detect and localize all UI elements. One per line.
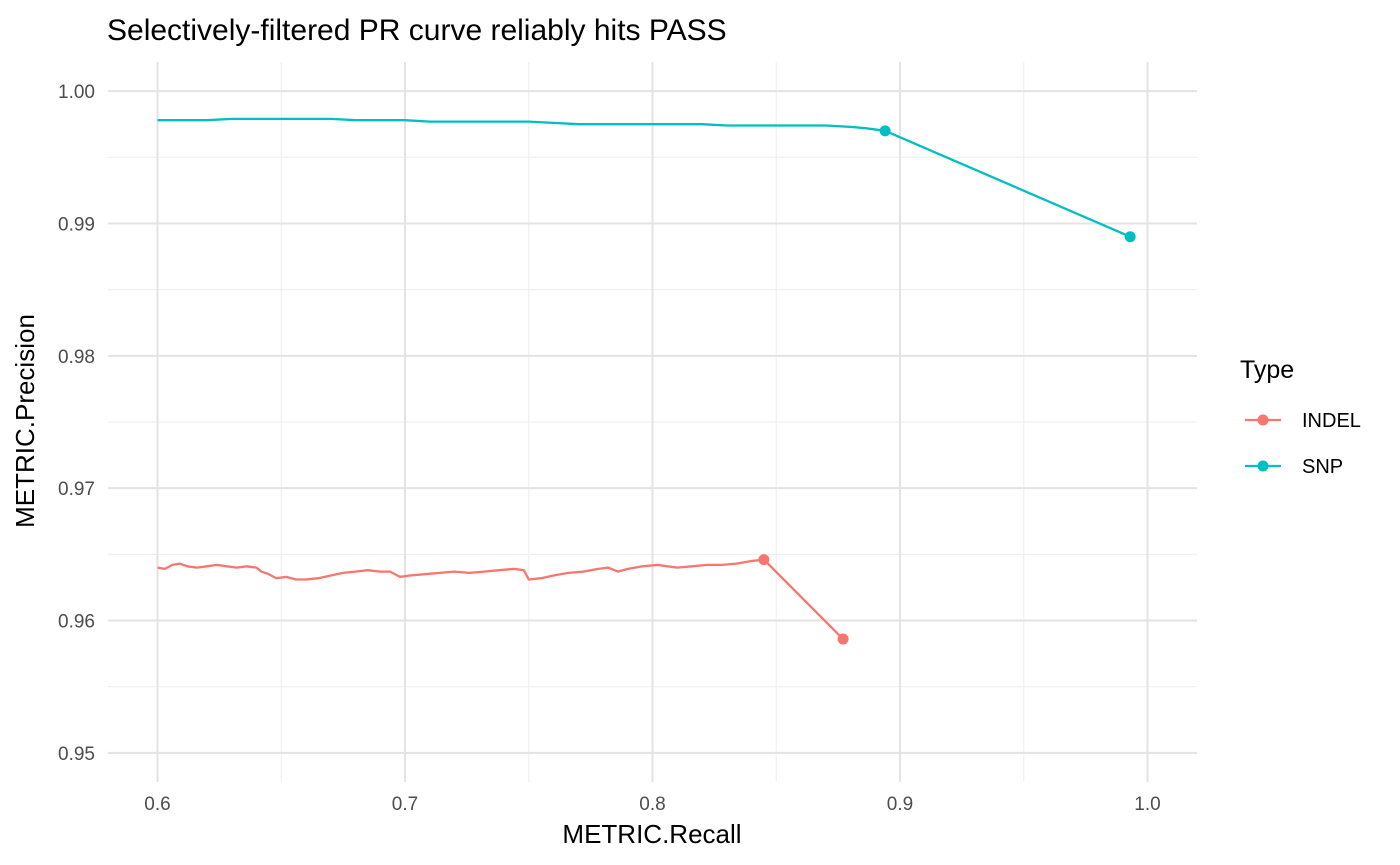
- y-tick-label: 0.95: [58, 744, 95, 765]
- x-tick-label: 0.6: [144, 794, 170, 815]
- legend: Type INDEL SNP: [1240, 356, 1361, 478]
- y-tick-label: 0.96: [58, 612, 95, 633]
- snp-legend-marker: [1257, 460, 1269, 472]
- indel-point-line: [763, 558, 844, 640]
- x-axis-title: METRIC.Recall: [562, 819, 741, 849]
- x-tick-label: 0.8: [639, 794, 665, 815]
- x-tick-label: 1.0: [1134, 794, 1160, 815]
- y-tick-label: 0.97: [58, 479, 95, 500]
- y-axis-ticks: 0.95 0.96 0.97 0.98 0.99 1.00: [58, 82, 95, 765]
- plot-grid: [108, 62, 1197, 782]
- snp-curve-line: [157, 117, 886, 132]
- x-tick-label: 0.9: [887, 794, 913, 815]
- snp-legend-label: SNP: [1302, 456, 1343, 478]
- y-tick-label: 1.00: [58, 82, 95, 103]
- indel-legend-label: INDEL: [1302, 410, 1361, 432]
- indel-curve-line: [157, 558, 765, 581]
- snp-point: [879, 125, 891, 137]
- legend-title: Type: [1240, 356, 1294, 384]
- y-axis-title: METRIC.Precision: [10, 314, 40, 528]
- snp-point: [1124, 231, 1136, 243]
- indel-legend-marker: [1257, 414, 1269, 426]
- snp-point-line: [884, 129, 1131, 238]
- legend-items: INDEL SNP: [1245, 410, 1361, 478]
- x-axis-ticks: 0.6 0.7 0.8 0.9 1.0: [144, 794, 1160, 815]
- series-layer: [157, 117, 1136, 645]
- y-tick-label: 0.98: [58, 347, 95, 368]
- y-tick-label: 0.99: [58, 214, 95, 235]
- x-tick-label: 0.7: [392, 794, 418, 815]
- chart-title: Selectively-filtered PR curve reliably h…: [107, 14, 727, 47]
- indel-point: [758, 554, 770, 566]
- indel-point: [837, 633, 849, 645]
